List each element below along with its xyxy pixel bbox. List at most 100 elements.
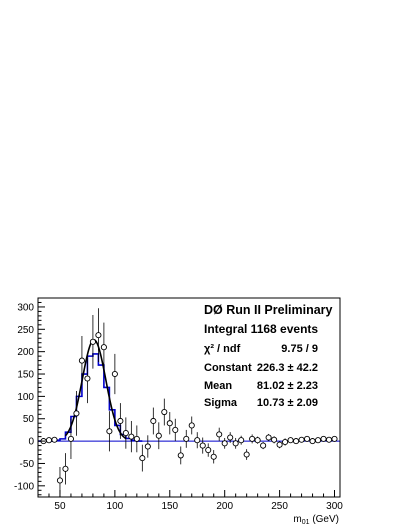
point-marker	[62, 465, 69, 472]
point-marker	[51, 436, 58, 443]
data-point	[260, 441, 267, 450]
point-marker	[293, 438, 300, 445]
point-marker	[287, 437, 294, 444]
point-marker	[265, 434, 272, 441]
y-tick-label: 50	[23, 414, 35, 425]
point-marker	[304, 435, 311, 442]
x-tick-label: 250	[271, 501, 288, 512]
data-point	[320, 435, 327, 442]
point-marker	[139, 455, 146, 462]
y-tick-label: 100	[17, 392, 34, 403]
data-point	[144, 435, 151, 458]
data-points-series	[40, 308, 338, 494]
point-marker	[56, 477, 64, 484]
point-marker	[205, 446, 212, 454]
data-point	[51, 436, 58, 443]
data-point	[78, 336, 85, 386]
point-marker	[216, 431, 223, 438]
data-point	[293, 438, 300, 445]
point-marker	[194, 437, 201, 444]
data-point	[155, 422, 162, 450]
data-point	[133, 425, 140, 453]
x-tick-label: 300	[326, 501, 343, 512]
y-tick-label: -50	[20, 459, 35, 470]
data-point	[243, 449, 250, 460]
point-marker	[150, 417, 157, 425]
data-point	[73, 391, 80, 436]
data-point	[309, 438, 316, 445]
y-tick-label: 250	[17, 325, 34, 336]
y-tick-label: -100	[14, 481, 34, 492]
data-point	[254, 436, 261, 444]
data-point	[325, 436, 333, 443]
point-marker	[100, 344, 107, 351]
data-point	[194, 432, 201, 449]
point-marker	[282, 438, 289, 446]
point-marker	[232, 440, 239, 447]
data-point	[100, 322, 107, 372]
data-point	[150, 407, 157, 435]
data-point	[298, 436, 305, 443]
point-marker	[243, 451, 250, 458]
data-point	[249, 434, 256, 444]
sigma-label: Sigma	[204, 397, 238, 409]
point-marker	[161, 408, 168, 416]
x-tick-label: 50	[54, 501, 66, 512]
data-point	[172, 418, 179, 442]
data-point	[56, 467, 64, 494]
x-tick-label: 100	[107, 501, 124, 512]
point-marker	[95, 332, 102, 339]
y-tick-label: 150	[17, 370, 34, 381]
point-marker	[227, 434, 234, 441]
point-marker	[84, 375, 91, 382]
point-marker	[122, 430, 129, 437]
data-point	[265, 433, 272, 442]
data-point	[188, 416, 195, 435]
y-tick-label: 0	[28, 437, 34, 448]
data-point	[95, 308, 102, 362]
x-tick-label: 150	[161, 501, 178, 512]
chi2-label: χ² / ndf	[204, 343, 241, 355]
data-point	[117, 403, 124, 439]
point-marker	[166, 420, 173, 427]
data-point	[304, 435, 311, 442]
data-point	[199, 437, 206, 454]
data-point	[183, 429, 190, 448]
data-point	[238, 435, 245, 445]
point-marker	[117, 417, 124, 425]
point-marker	[221, 440, 228, 447]
point-marker	[111, 370, 118, 378]
point-marker	[183, 435, 190, 442]
sigma-value: 10.73 ± 2.09	[257, 397, 318, 409]
data-point	[276, 441, 283, 449]
point-marker	[325, 436, 333, 443]
data-point	[84, 353, 91, 404]
point-marker	[188, 422, 195, 429]
data-point	[271, 436, 278, 444]
plot-frame	[37, 297, 341, 498]
point-marker	[133, 435, 140, 442]
histogram-steps	[38, 353, 143, 442]
point-marker	[276, 441, 283, 448]
data-point	[106, 411, 113, 452]
point-marker	[78, 357, 85, 364]
point-marker	[172, 426, 179, 433]
point-marker	[249, 435, 256, 442]
data-point	[314, 437, 322, 444]
chart-title: DØ Run II Preliminary	[204, 303, 333, 317]
data-point	[221, 437, 228, 449]
point-marker	[298, 436, 305, 443]
data-point	[111, 353, 118, 395]
histogram-series	[38, 353, 143, 442]
mean-value: 81.02 ± 2.23	[257, 380, 318, 392]
data-point	[166, 412, 173, 435]
data-point	[282, 438, 289, 446]
data-point	[67, 418, 74, 459]
point-marker	[331, 435, 338, 442]
data-point	[122, 417, 129, 449]
point-marker	[144, 443, 151, 450]
point-marker	[309, 438, 316, 445]
data-point	[331, 435, 338, 442]
point-marker	[210, 453, 217, 460]
